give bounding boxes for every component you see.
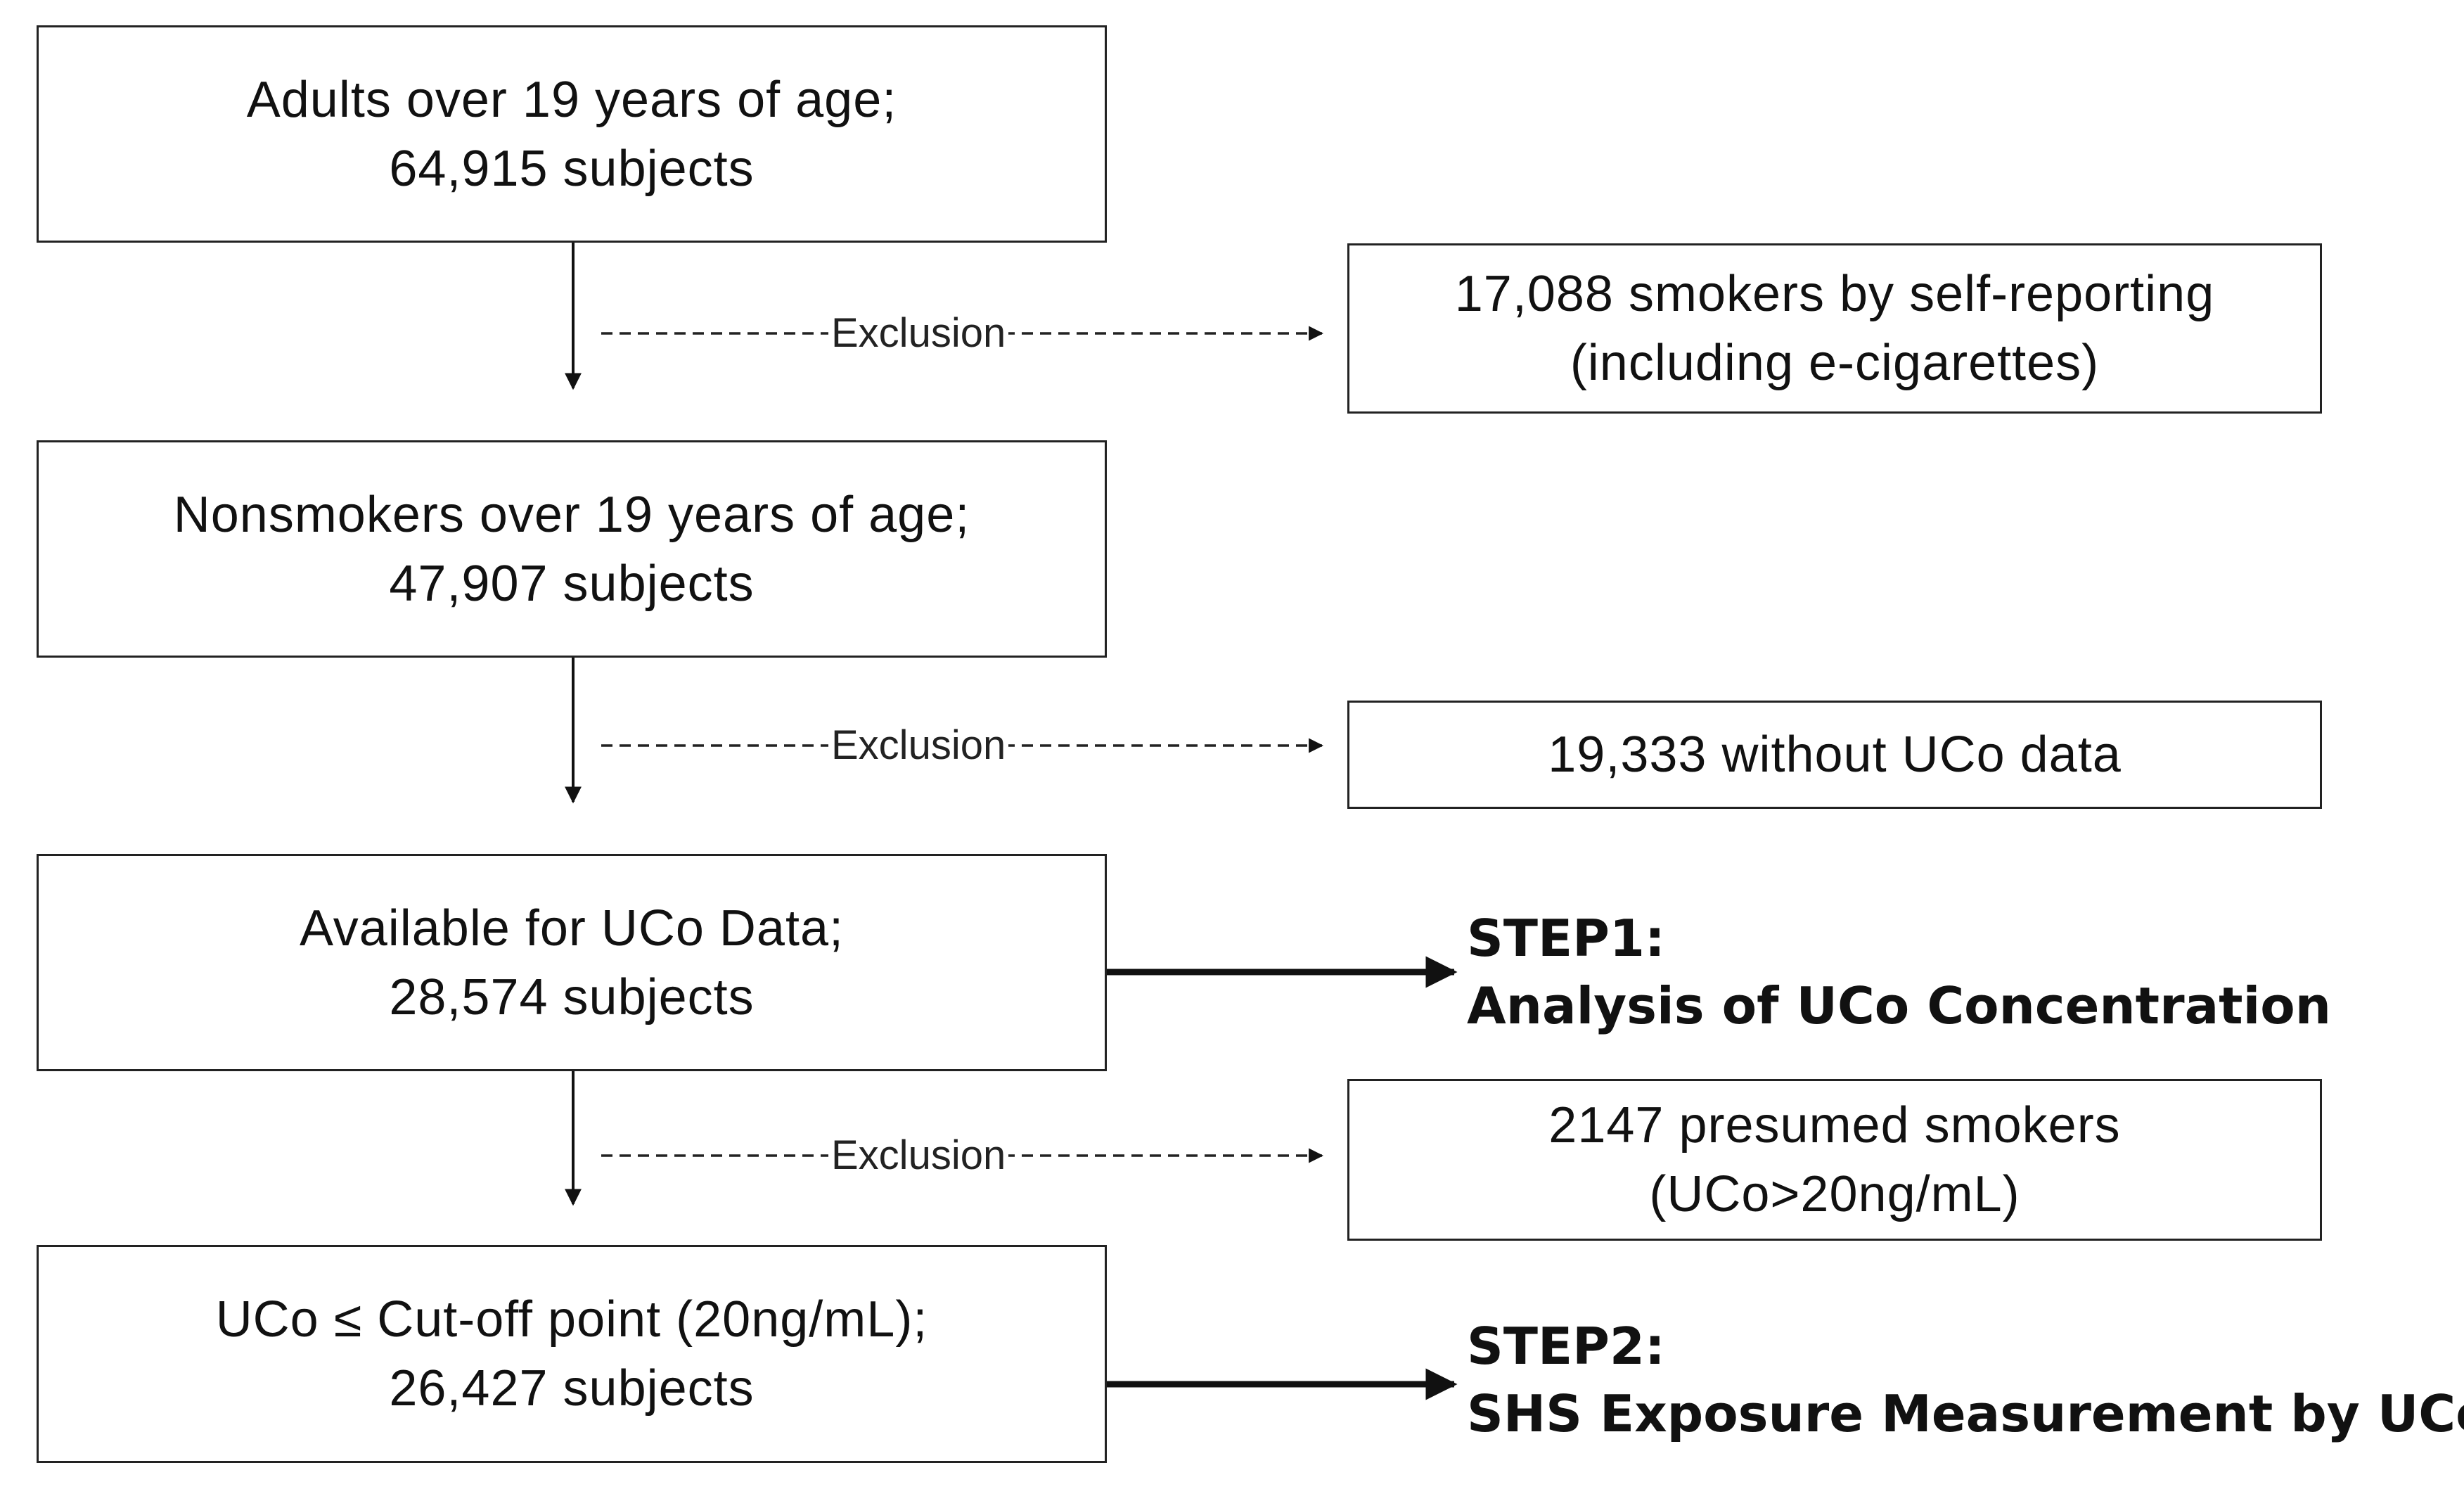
step2-title: STEP2:: [1467, 1317, 1665, 1376]
cutoff-box: UCo ≤ Cut-off point (20ng/mL); 26,427 su…: [37, 1245, 1107, 1463]
step1-title: STEP1:: [1467, 909, 1665, 968]
exclusion-smokers-box: 17,088 smokers by self-reporting (includ…: [1347, 243, 2322, 414]
exclusion-smokers-count: 17,088 smokers by self-reporting: [1454, 266, 2215, 322]
exclusion-presumed-count: 2147 presumed smokers: [1548, 1097, 2121, 1154]
step2-label: STEP2: SHS Exposure Measurement by UCo: [1467, 1312, 2464, 1448]
adults-box-count: 64,915 subjects: [389, 140, 755, 197]
adults-box-title: Adults over 19 years of age;: [246, 71, 897, 128]
exclusion-label-2: Exclusion: [828, 724, 1009, 767]
exclusion-label-3: Exclusion: [828, 1135, 1009, 1177]
adults-box: Adults over 19 years of age; 64,915 subj…: [37, 25, 1107, 243]
exclusion-presumed-box: 2147 presumed smokers (UCo>20ng/mL): [1347, 1079, 2322, 1241]
nonsmokers-box-title: Nonsmokers over 19 years of age;: [173, 486, 970, 543]
available-box-count: 28,574 subjects: [389, 969, 755, 1025]
available-box-title: Available for UCo Data;: [299, 900, 845, 957]
exclusion-presumed-note: (UCo>20ng/mL): [1649, 1166, 2020, 1222]
exclusion-smokers-note: (including e-cigarettes): [1570, 335, 2100, 391]
cutoff-box-title: UCo ≤ Cut-off point (20ng/mL);: [215, 1291, 928, 1348]
cutoff-box-count: 26,427 subjects: [389, 1360, 755, 1417]
available-box: Available for UCo Data; 28,574 subjects: [37, 854, 1107, 1071]
exclusion-no-data-box: 19,333 without UCo data: [1347, 701, 2322, 809]
nonsmokers-box: Nonsmokers over 19 years of age; 47,907 …: [37, 440, 1107, 658]
step1-label: STEP1: Analysis of UCo Concentration: [1467, 905, 2331, 1040]
nonsmokers-box-count: 47,907 subjects: [389, 555, 755, 612]
exclusion-no-data-count: 19,333 without UCo data: [1548, 727, 2122, 783]
step2-description: SHS Exposure Measurement by UCo: [1467, 1384, 2464, 1443]
exclusion-label-1: Exclusion: [828, 312, 1009, 354]
step1-description: Analysis of UCo Concentration: [1467, 976, 2331, 1035]
